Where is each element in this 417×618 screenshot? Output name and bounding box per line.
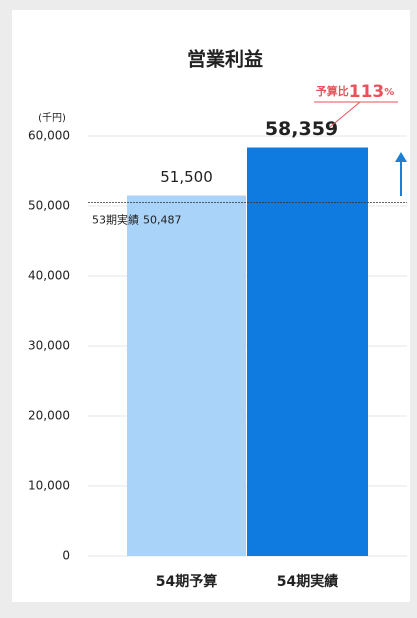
y-tick-label: 0 bbox=[62, 549, 70, 563]
annotation-value: 113 bbox=[349, 82, 385, 102]
bar bbox=[247, 147, 368, 556]
annotation: 予算比113% bbox=[316, 82, 395, 102]
y-tick-label: 30,000 bbox=[28, 339, 70, 353]
arrow-head bbox=[395, 152, 407, 162]
y-tick-label: 10,000 bbox=[28, 479, 70, 493]
y-tick-label: 20,000 bbox=[28, 409, 70, 423]
annotation-unit: % bbox=[384, 87, 394, 98]
bar bbox=[127, 195, 246, 556]
annotation-pointer bbox=[329, 101, 361, 128]
x-tick-label: 54期予算 bbox=[156, 573, 217, 590]
y-tick-label: 60,000 bbox=[28, 129, 70, 143]
reference-label: 53期実績 50,487 bbox=[92, 213, 182, 227]
annotation-prefix: 予算比 bbox=[316, 84, 349, 98]
value-label: 58,359 bbox=[265, 118, 338, 140]
chart-title: 営業利益 bbox=[187, 48, 263, 71]
reference-value: 50,487 bbox=[143, 214, 182, 227]
reference-name: 53期実績 bbox=[92, 213, 139, 227]
x-tick-label: 54期実績 bbox=[277, 573, 338, 590]
value-label: 51,500 bbox=[160, 168, 213, 186]
y-tick-label: 50,000 bbox=[28, 199, 70, 213]
y-unit: (千円) bbox=[38, 112, 66, 124]
y-tick-label: 40,000 bbox=[28, 269, 70, 283]
